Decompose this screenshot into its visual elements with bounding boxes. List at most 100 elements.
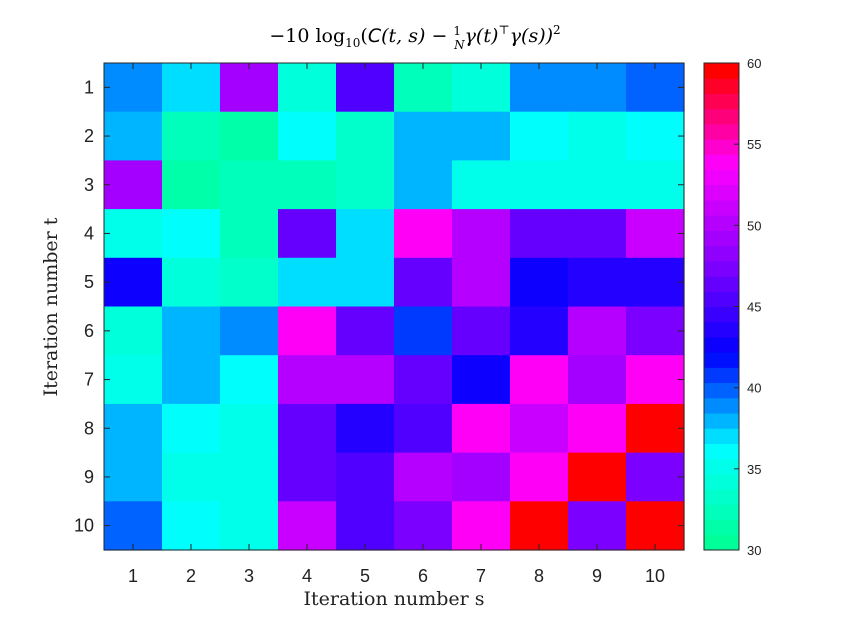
colorbar-band [704,352,739,368]
colorbar-band [704,63,739,79]
y-tick-label: 1 [84,77,94,97]
heatmap-cell [626,501,685,551]
heatmap-cell [278,257,337,308]
heatmap-cell [452,403,511,454]
heatmap-cell [104,209,163,259]
colorbar-band [704,93,739,110]
heatmap-cell [104,452,163,502]
heatmap-cell [626,403,685,454]
colorbar-band [704,108,739,125]
colorbar-band [704,154,739,171]
x-tick-label: 2 [186,566,196,586]
heatmap-cell [452,257,511,308]
heatmap-cell [220,257,279,308]
colorbar-band [704,336,739,353]
heatmap-cell [626,209,685,259]
heatmap-cell [626,257,685,308]
colorbar-band [704,291,739,307]
heatmap-cell [336,209,395,259]
heatmap-cell [162,306,221,356]
heatmap-cell [162,209,221,259]
heatmap-cell [510,355,569,405]
heatmap-cell [220,403,279,454]
heatmap-cell [220,355,279,405]
heatmap-cell [568,209,627,259]
heatmap-cell [278,209,337,259]
heatmap-cell [510,403,569,454]
heatmap-cell [394,355,453,405]
heatmap-cell [452,501,511,551]
y-tick-label: 10 [74,516,94,536]
heatmap-cell [626,111,685,161]
colorbar-band [704,504,739,521]
x-tick-label: 5 [360,566,370,586]
heatmap-cells [104,63,685,551]
heatmap-cell [220,306,279,356]
x-axis-ticks: 1 2 3 4 5 6 7 8 9 10 [128,63,665,586]
colorbar-band [704,519,739,536]
colorbar-band [704,382,739,399]
colorbar-tick-label: 50 [747,218,761,233]
heatmap-cell [220,111,279,161]
heatmap-cell [220,452,279,502]
heatmap-cell [568,160,627,210]
heatmap-cell [568,111,627,161]
y-axis-label: Iteration number t [40,217,62,396]
y-tick-label: 7 [84,370,94,390]
heatmap-cell [162,452,221,502]
chart-title: −10 log10(C(t, s) − 1 Nγ(t)⊤γ(s))2 [269,23,560,52]
colorbar-band [704,230,739,247]
heatmap-cell [278,160,337,210]
colorbar-tick-label: 30 [747,543,761,558]
heatmap-cell [394,452,453,502]
heatmap-cell [626,452,685,502]
heatmap-cell [278,355,337,405]
y-tick-label: 3 [84,175,94,195]
heatmap-cell [162,403,221,454]
colorbar-tick-label: 45 [747,300,761,315]
heatmap-cell [568,501,627,551]
heatmap-cell [510,257,569,308]
y-axis-ticks: 1 2 3 4 5 6 7 8 9 10 [74,77,684,536]
heatmap-cell [104,355,163,405]
colorbar-band [704,443,739,460]
y-tick-label: 4 [84,223,94,243]
heatmap-cell [568,257,627,308]
colorbar-band [704,321,739,338]
heatmap-cell [104,63,163,113]
heatmap-cell [626,160,685,210]
y-tick-label: 2 [84,126,94,146]
colorbar-tick-label: 55 [747,137,761,152]
heatmap-cell [162,160,221,210]
heatmap-cell [510,160,569,210]
x-tick-label: 1 [128,566,138,586]
heatmap-cell [104,403,163,454]
heatmap-cell [452,306,511,356]
heatmap-cell [568,355,627,405]
colorbar-ticks: 30 35 40 45 50 55 60 [734,56,761,558]
heatmap-cell [278,63,337,113]
heatmap-cell [278,452,337,502]
heatmap-cell [278,306,337,356]
x-tick-label: 8 [534,566,544,586]
heatmap-cell [568,403,627,454]
colorbar-band [704,458,739,475]
plot-frame [103,62,685,551]
heatmap-cell [336,63,395,113]
heatmap-cell [336,111,395,161]
heatmap-cell [394,111,453,161]
x-tick-label: 6 [418,566,428,586]
heatmap-cell [336,160,395,210]
heatmap-cell [162,111,221,161]
x-tick-label: 9 [592,566,602,586]
heatmap-cell [336,403,395,454]
colorbar-band [704,123,739,140]
x-tick-label: 7 [476,566,486,586]
colorbar-band [704,489,739,505]
heatmap-cell [452,111,511,161]
heatmap-cell [452,160,511,210]
y-tick-label: 5 [84,272,94,292]
heatmap-cell [452,63,511,113]
colorbar-tick-label: 35 [747,462,761,477]
